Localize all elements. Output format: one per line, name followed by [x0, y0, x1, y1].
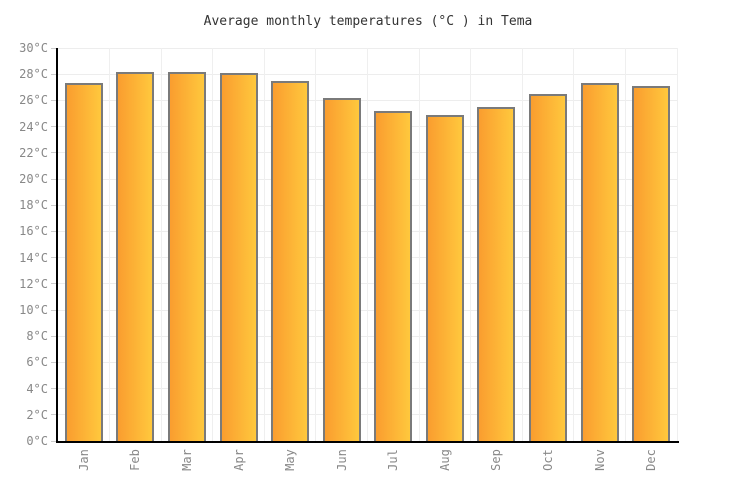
- y-tick: [51, 414, 57, 416]
- y-tick-label: 6°C: [26, 355, 48, 370]
- y-tick: [51, 204, 57, 206]
- x-gridline: [521, 48, 523, 441]
- y-tick-label: 30°C: [19, 41, 48, 55]
- x-gridline: [109, 48, 111, 441]
- x-gridline: [418, 48, 420, 441]
- x-gridline: [624, 48, 626, 441]
- y-tick-label: 8°C: [26, 329, 48, 344]
- y-tick: [51, 73, 57, 75]
- y-tick-label: 0°C: [26, 434, 48, 448]
- y-tick: [51, 309, 57, 311]
- bar-nov: [580, 83, 619, 441]
- chart-title: Average monthly temperatures (°C ) in Te…: [203, 14, 533, 29]
- y-tick: [51, 152, 57, 154]
- x-gridline: [470, 48, 472, 441]
- bar-aug: [425, 114, 464, 441]
- y-tick: [51, 47, 57, 49]
- y-tick: [51, 99, 57, 101]
- x-gridline: [676, 48, 678, 441]
- y-tick: [51, 283, 57, 285]
- y-tick: [51, 230, 57, 232]
- y-tick-label: 14°C: [19, 250, 48, 265]
- x-gridline: [160, 48, 162, 441]
- bar-may: [271, 80, 310, 441]
- y-tick-label: 28°C: [19, 67, 48, 82]
- y-tick: [51, 335, 57, 337]
- y-tick: [51, 361, 57, 363]
- bar-feb: [116, 71, 155, 441]
- bar-dec: [632, 86, 671, 441]
- bar-sep: [477, 106, 516, 441]
- x-gridline: [212, 48, 214, 441]
- y-tick: [51, 126, 57, 128]
- y-tick-label: 26°C: [19, 93, 48, 108]
- x-axis-line: [56, 441, 679, 443]
- y-tick: [51, 257, 57, 259]
- bar-jun: [322, 97, 361, 441]
- bar-oct: [529, 93, 568, 441]
- x-gridline: [573, 48, 575, 441]
- bar-apr: [219, 72, 258, 441]
- bar-jul: [374, 110, 413, 441]
- y-tick-label: 20°C: [19, 172, 48, 186]
- bar-mar: [167, 71, 206, 441]
- y-tick: [51, 440, 57, 442]
- y-tick-label: 16°C: [19, 224, 48, 239]
- y-tick: [51, 178, 57, 180]
- y-tick-label: 4°C: [26, 381, 48, 396]
- y-tick-label: 2°C: [26, 407, 48, 422]
- plot-area: 0°C 2°C 4°C 6°C 8°C 10°C 12°C 14°C 16°C 18°C 20°C 2…: [19, 41, 679, 471]
- y-tick-label: 12°C: [19, 276, 48, 291]
- y-tick-label: 22°C: [19, 145, 48, 160]
- x-gridline: [315, 48, 317, 441]
- bar-jan: [64, 83, 103, 441]
- x-gridline: [367, 48, 368, 441]
- y-tick: [51, 388, 57, 390]
- x-gridline: [263, 48, 265, 441]
- y-tick-label: 24°C: [19, 119, 48, 134]
- y-axis-line: [56, 48, 58, 441]
- y-tick-label: 18°C: [19, 198, 48, 213]
- y-tick-label: 10°C: [19, 303, 48, 317]
